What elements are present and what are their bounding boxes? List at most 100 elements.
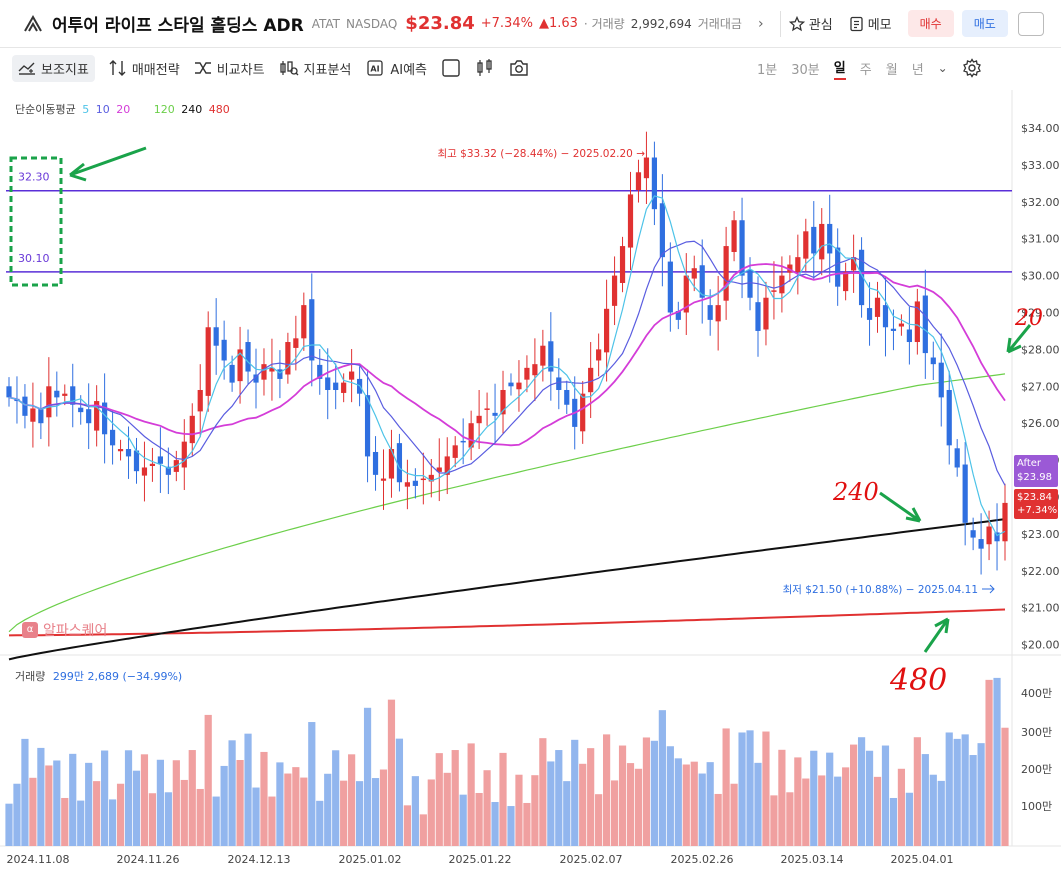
watch-button[interactable]: 관심	[788, 14, 833, 33]
chevron-down-icon[interactable]: ⌄	[937, 61, 948, 75]
candle-body	[476, 415, 482, 424]
volume-bar	[650, 740, 659, 846]
candle-body	[851, 257, 857, 271]
volume-bar	[690, 761, 698, 846]
ticker: ATAT	[311, 16, 341, 31]
candle-body	[659, 203, 665, 258]
y-tick-label: $26.00	[1021, 417, 1060, 430]
low-annotation-arrow	[982, 584, 995, 594]
x-tick-label: 2024.12.13	[228, 853, 291, 866]
candle-body	[117, 449, 124, 452]
volume-bar	[945, 732, 953, 846]
buy-button[interactable]: 매수	[907, 10, 954, 37]
volume-bar	[53, 760, 61, 846]
compare-button[interactable]: 비교차트	[194, 59, 265, 78]
candle-body	[213, 327, 219, 346]
stock-title: 어투어 라이프 스타일 홀딩스 ADR	[52, 16, 304, 36]
change-value: ▲1.63	[538, 16, 578, 31]
volume-bar	[786, 792, 794, 846]
timeframe-week[interactable]: 주	[859, 62, 872, 78]
candle-body	[149, 463, 156, 467]
candle-body	[819, 223, 825, 260]
price-chart[interactable]: $34.00 $33.00 $32.00 $31.00 $30.00 $29.00 $28.…	[0, 88, 1061, 877]
volume-bar	[953, 738, 961, 846]
camera-icon[interactable]	[509, 59, 529, 77]
volume-bar	[419, 814, 427, 846]
candle-body	[404, 482, 410, 487]
ma20-line	[8, 263, 1006, 447]
volume-bar	[889, 797, 898, 846]
timeframe-1min[interactable]: 1분	[757, 62, 778, 78]
volume-bar	[754, 762, 762, 846]
memo-button[interactable]: 메모	[849, 14, 892, 33]
volume-bar	[236, 760, 244, 846]
x-tick-label: 2025.04.01	[891, 853, 954, 866]
chevron-right-icon[interactable]: ›	[757, 15, 764, 32]
timeframe-30min[interactable]: 30분	[791, 62, 820, 78]
sell-button[interactable]: 매도	[961, 10, 1008, 37]
candle-body	[6, 386, 12, 398]
candle-body	[380, 478, 387, 481]
candle-body	[803, 231, 809, 259]
ai-predict-button[interactable]: AI AI예측	[365, 58, 427, 78]
volume-bar	[69, 753, 77, 846]
volume-bar	[865, 750, 874, 846]
volume-bar	[531, 775, 539, 846]
candle-body	[930, 357, 936, 365]
volume-bar	[180, 779, 188, 846]
square-tool-icon[interactable]	[441, 58, 461, 78]
volume-bar	[873, 776, 882, 846]
volume-bar	[93, 781, 101, 846]
candle-body	[428, 474, 434, 482]
candle-body	[325, 377, 331, 390]
timeframe-month[interactable]: 월	[885, 62, 898, 78]
volume-bar	[196, 788, 204, 846]
ma480-line	[8, 608, 1006, 637]
candle-body	[635, 172, 642, 190]
volume-bar	[738, 732, 746, 846]
timeframe-year[interactable]: 년	[911, 62, 924, 78]
volume-bar	[260, 751, 268, 846]
high-annotation: 최고 $33.32 (−28.44%) − 2025.02.20 →	[438, 148, 646, 160]
ma-legend: 단순이동평균 5 10 20 120 240 480	[15, 101, 233, 117]
gear-icon[interactable]	[962, 58, 982, 78]
candle-body	[938, 362, 944, 398]
volume-bar	[722, 728, 730, 846]
candle-body	[619, 246, 626, 283]
volume-bar	[164, 792, 172, 846]
volume-bar	[579, 763, 587, 846]
candle-body	[683, 275, 689, 313]
panel-toggle-button[interactable]	[1017, 11, 1044, 36]
volume-bar	[276, 762, 284, 846]
candle-body	[667, 261, 673, 313]
candle-body	[739, 220, 745, 276]
volume-bar	[555, 750, 563, 846]
horizontal-level-label: 32.30	[18, 171, 50, 184]
candle-body	[86, 409, 92, 424]
candle-body	[890, 328, 897, 331]
volume-bar	[403, 805, 411, 846]
volume-bar	[212, 796, 220, 846]
volume-legend: 거래량 299만 2,689 (−34.99%)	[15, 668, 182, 684]
candle-body	[420, 478, 426, 481]
candle-body	[874, 297, 881, 317]
candle-body	[707, 305, 713, 320]
candle-body	[388, 449, 395, 479]
analysis-button[interactable]: 지표분석	[279, 59, 351, 78]
volume-bar	[850, 744, 858, 846]
ma-legend-20: 20	[116, 103, 131, 116]
candle-body	[946, 389, 952, 446]
candle-body	[532, 364, 538, 376]
y-tick-label: $34.00	[1021, 122, 1060, 135]
ma240-line	[8, 518, 1006, 661]
timeframe-day[interactable]: 일	[833, 57, 846, 80]
volume-bar	[284, 773, 292, 846]
ma-legend-5: 5	[82, 103, 90, 116]
header: 어투어 라이프 스타일 홀딩스 ADR ATAT NASDAQ $23.84 +…	[0, 0, 1061, 48]
candle-body	[779, 275, 785, 294]
candle-type-icon[interactable]	[475, 58, 495, 78]
candle-body	[723, 246, 729, 301]
volume-bar	[459, 794, 467, 846]
strategy-button[interactable]: 매매전략	[109, 59, 180, 78]
indicators-button[interactable]: 보조지표	[12, 54, 95, 82]
